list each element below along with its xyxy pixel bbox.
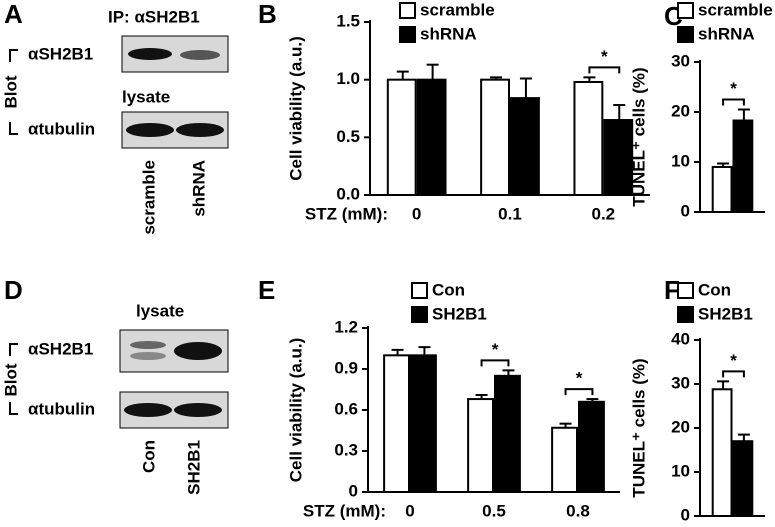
- y-tick-label: 30: [671, 373, 690, 392]
- bracket: [9, 343, 18, 415]
- y-tick-label: 1.2: [334, 317, 358, 336]
- bar: [410, 354, 437, 494]
- legend-swatch: [399, 26, 416, 43]
- x-axis-label: STZ (mM):: [305, 204, 388, 223]
- y-tick-label: 0.3: [334, 440, 358, 459]
- panel-label: D: [4, 275, 23, 305]
- bar: [711, 388, 733, 517]
- bar: [578, 400, 605, 493]
- legend-label: shRNA: [698, 24, 755, 43]
- bar: [732, 440, 754, 518]
- bracket: [9, 49, 18, 135]
- y-axis-label: Cell viability (a.u.): [286, 36, 305, 181]
- blot-label: Blot: [1, 363, 20, 396]
- blot-row-label: αtubulin: [28, 119, 95, 138]
- bar: [711, 166, 733, 213]
- legend-swatch: [677, 306, 694, 323]
- bar: [416, 78, 447, 196]
- y-tick-label: 0: [681, 201, 690, 220]
- significance-mark: *: [730, 79, 737, 98]
- y-axis-label: TUNEL⁺ cells (%): [629, 358, 648, 497]
- significance-mark: *: [730, 351, 737, 370]
- legend-label: SH2B1: [698, 304, 753, 323]
- x-tick-label: 0: [405, 501, 414, 520]
- bar: [480, 78, 510, 196]
- x-axis-label: STZ (mM):: [303, 501, 386, 520]
- y-tick-label: 0: [681, 505, 690, 524]
- legend-swatch: [411, 282, 428, 299]
- bar: [383, 354, 410, 494]
- panel-label: B: [258, 0, 277, 29]
- lysate-label: lysate: [136, 301, 184, 320]
- bar: [467, 398, 494, 494]
- legend-label: Con: [432, 280, 465, 299]
- significance-bracket: [588, 66, 621, 74]
- y-axis-label: Cell viability (a.u.): [286, 338, 305, 483]
- x-tick-label: 0: [412, 204, 421, 223]
- significance-bracket: [722, 370, 745, 378]
- y-tick-label: 0.9: [334, 358, 358, 377]
- y-tick-label: 0.0: [336, 184, 360, 203]
- y-tick-label: 30: [671, 51, 690, 70]
- y-tick-label: 0.5: [336, 127, 360, 146]
- significance-mark: *: [492, 340, 499, 359]
- legend-swatch: [677, 26, 694, 43]
- x-tick-label: 0.1: [498, 204, 522, 223]
- y-tick-label: 10: [671, 461, 690, 480]
- lane-label: shRNA: [189, 160, 208, 217]
- blot-row-label: αSH2B1: [28, 44, 93, 63]
- blot-image: [119, 329, 229, 429]
- significance-mark: *: [576, 369, 583, 388]
- blot-row-label: αtubulin: [28, 399, 95, 418]
- lane-label: scramble: [139, 160, 158, 235]
- bar: [386, 78, 417, 196]
- x-tick-label: 0.8: [566, 501, 590, 520]
- legend-label: Con: [698, 280, 731, 299]
- significance-bracket: [564, 388, 594, 396]
- significance-bracket: [722, 98, 745, 106]
- bar: [732, 119, 754, 213]
- legend-label: scramble: [420, 0, 495, 19]
- y-tick-label: 1.0: [336, 69, 360, 88]
- y-tick-label: 0: [349, 481, 358, 500]
- bar: [510, 97, 540, 196]
- lysate-label: lysate: [122, 87, 170, 106]
- x-tick-label: 0.5: [482, 501, 506, 520]
- y-axis-label: TUNEL⁺ cells (%): [629, 67, 648, 206]
- legend-swatch: [677, 282, 694, 299]
- significance-mark: *: [601, 47, 608, 66]
- bar: [603, 119, 634, 196]
- bar: [494, 374, 521, 494]
- legend-label: scramble: [698, 0, 773, 19]
- lane-label: Con: [139, 440, 158, 473]
- y-tick-label: 20: [671, 101, 690, 120]
- y-tick-label: 40: [671, 329, 690, 348]
- y-tick-label: 10: [671, 151, 690, 170]
- bar: [551, 426, 578, 493]
- ip-label: IP: αSH2B1: [108, 7, 200, 26]
- significance-bracket: [480, 359, 510, 367]
- legend-swatch: [677, 2, 694, 19]
- x-tick-label: 0.2: [592, 204, 616, 223]
- legend-label: SH2B1: [432, 304, 487, 323]
- legend-swatch: [399, 2, 416, 19]
- y-tick-label: 1.5: [336, 11, 360, 30]
- blot-row-label: αSH2B1: [28, 339, 93, 358]
- legend-swatch: [411, 306, 428, 323]
- blot-image: [121, 35, 229, 149]
- bar: [573, 80, 604, 196]
- y-tick-label: 20: [671, 417, 690, 436]
- y-tick-label: 0.6: [334, 399, 358, 418]
- panel-label: F: [664, 275, 680, 305]
- blot-label: Blot: [1, 75, 20, 108]
- panel-label: A: [4, 0, 23, 29]
- lane-label: SH2B1: [184, 440, 203, 495]
- panel-label: E: [258, 275, 275, 305]
- legend-label: shRNA: [420, 24, 477, 43]
